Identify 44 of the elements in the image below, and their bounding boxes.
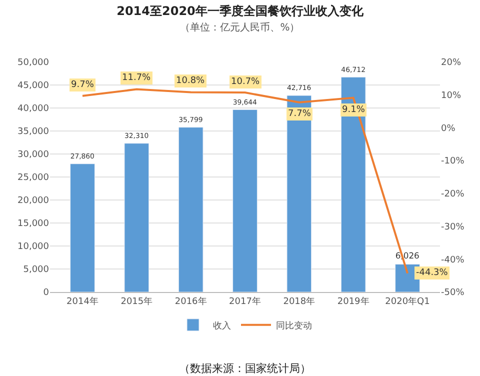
x-tick-label: 2017年 <box>229 296 261 307</box>
y-tick-label: 40,000 <box>18 104 50 114</box>
data-label: 9.7% <box>71 80 94 90</box>
y-tick-label: 25,000 <box>18 173 50 184</box>
y2-tick-label: -20% <box>441 190 465 200</box>
bar <box>232 109 258 292</box>
y-tick-label: 35,000 <box>18 127 50 138</box>
data-label: 7.7% <box>288 109 312 119</box>
x-tick-label: 2020年Q1 <box>385 296 430 307</box>
bar <box>70 164 95 292</box>
bar <box>178 127 204 292</box>
y2-tick-label: 10% <box>441 91 462 102</box>
data-label: 9.1% <box>342 105 366 115</box>
text: （数据来源：国家统计局） <box>179 362 311 375</box>
x-tick-label: 2016年 <box>174 296 207 307</box>
y-tick-label: 0 <box>43 288 50 298</box>
x-tick-label: 2015年 <box>120 296 153 307</box>
legend-label: 收入 <box>213 320 231 332</box>
x-tick-label: 2014年 <box>66 296 98 307</box>
x-tick-label: 2018年 <box>283 296 316 307</box>
data-label: 11.7% <box>122 73 152 83</box>
y2-tick-label: -30% <box>441 222 465 232</box>
data-label: 10.7% <box>231 77 260 87</box>
y-tick-label: 20,000 <box>18 196 50 206</box>
y-tick-label: 45,000 <box>18 81 50 92</box>
y-tick-label: 50,000 <box>18 58 50 68</box>
x-tick-label: 2019年 <box>337 296 370 307</box>
bar <box>340 76 366 292</box>
y-tick-label: 30,000 <box>18 150 50 160</box>
y2-tick-label: -50% <box>441 288 465 298</box>
bar <box>286 95 312 292</box>
y2-tick-label: 0% <box>441 124 456 134</box>
chart-subtitle: （单位：亿元人民币、%） <box>180 22 300 34</box>
data-label: -44.3% <box>416 268 448 278</box>
legend-label: 同比变动 <box>276 320 312 332</box>
y2-tick-label: -40% <box>441 255 465 266</box>
y2-tick-label: -10% <box>441 156 465 167</box>
y2-tick-label: 20% <box>441 58 462 68</box>
y-tick-label: 10,000 <box>18 242 50 252</box>
chart-title: 2014至2020年一季度全国餐饮行业收入变化 <box>116 4 364 18</box>
bar <box>124 143 150 292</box>
y-tick-label: 15,000 <box>18 219 50 230</box>
y-tick-label: 5,000 <box>23 265 50 276</box>
data-label: 10.8% <box>176 76 206 86</box>
